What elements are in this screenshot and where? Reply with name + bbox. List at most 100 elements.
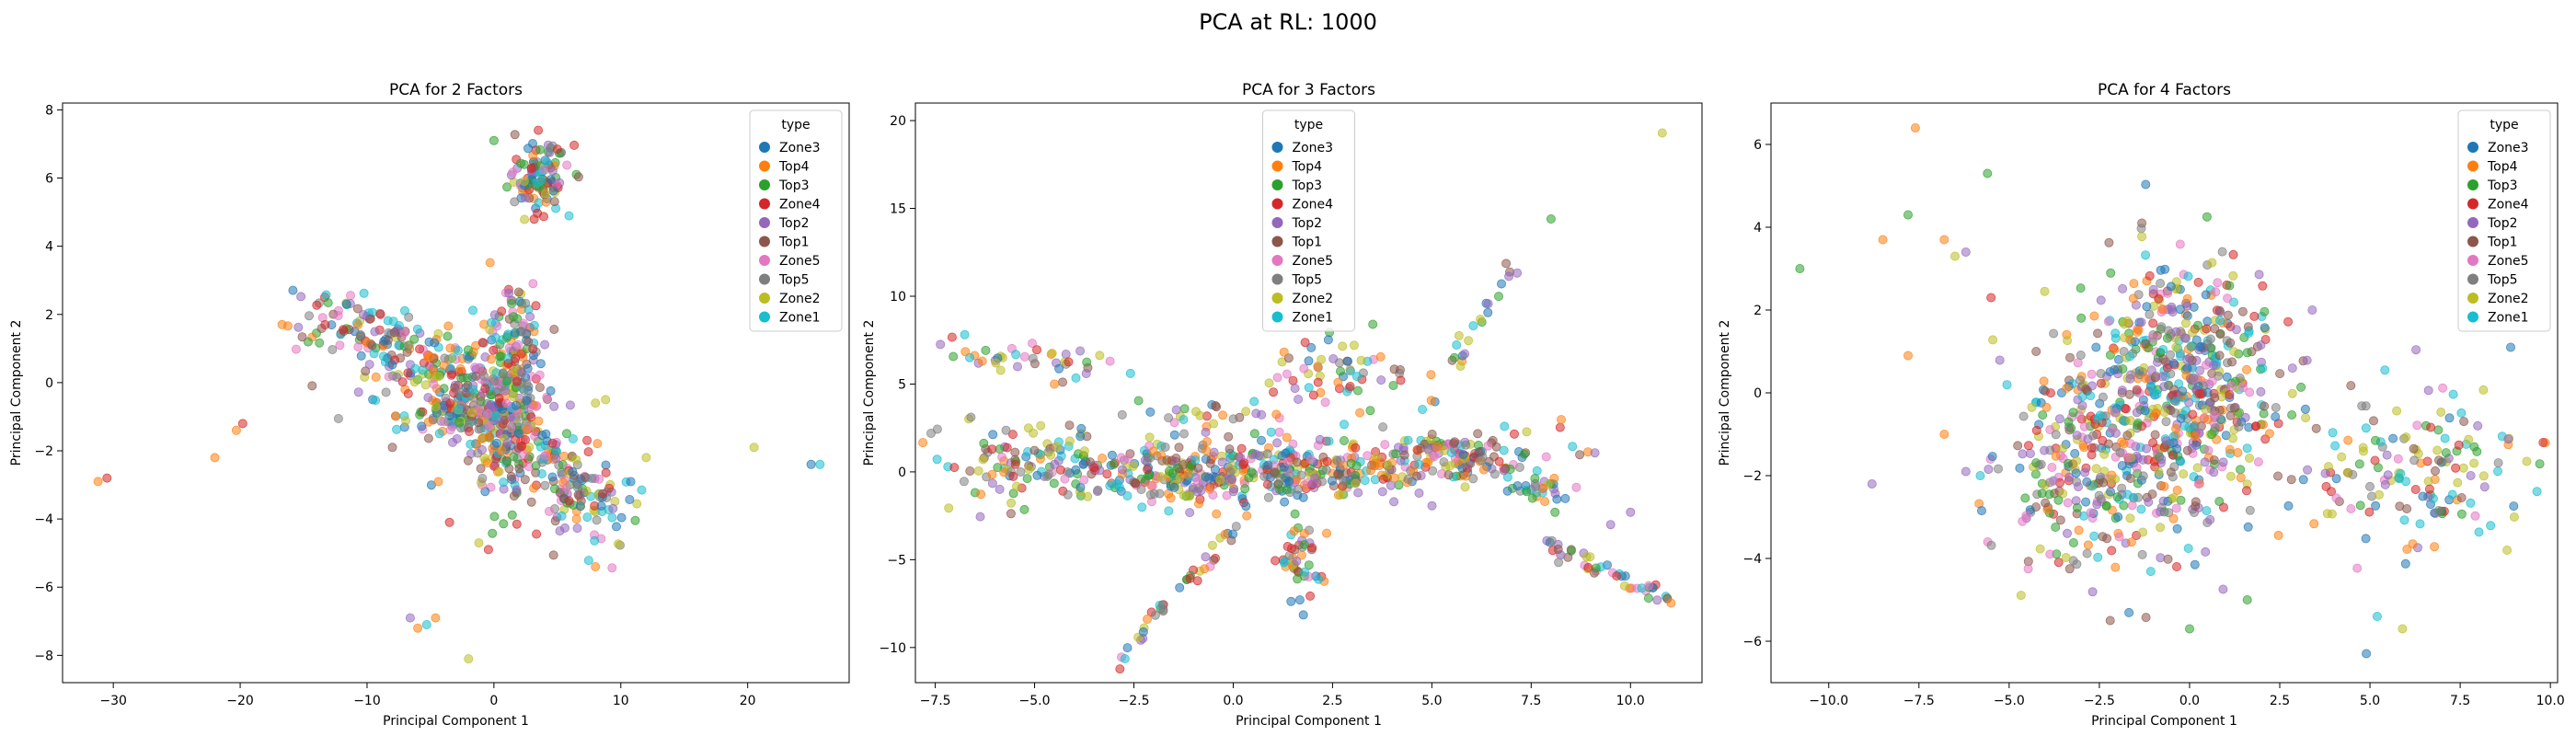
scatter-point [2141, 374, 2151, 384]
scatter-point [445, 398, 455, 408]
scatter-point [517, 367, 527, 377]
scatter-point [1657, 128, 1667, 138]
y-tick-label: 6 [1754, 138, 1762, 153]
scatter-point [2180, 318, 2191, 328]
scatter-point [2156, 523, 2166, 533]
scatter-point [932, 424, 942, 434]
scatter-point [2225, 389, 2235, 399]
scatter-point [1389, 473, 1399, 483]
scatter-point [1605, 520, 1616, 530]
legend-title: type [781, 118, 810, 132]
scatter-point [535, 383, 545, 393]
x-tick-label: −7.5 [920, 694, 951, 708]
scatter-point [511, 353, 521, 363]
scatter-point [513, 429, 523, 439]
scatter-point [2466, 471, 2476, 481]
scatter-point [1019, 351, 1029, 362]
scatter-point [1008, 471, 1018, 481]
x-tick-label: 5.0 [2360, 694, 2380, 708]
scatter-point [486, 354, 496, 364]
scatter-point [412, 324, 422, 334]
scatter-point [509, 452, 519, 462]
legend-box [2457, 109, 2551, 332]
scatter-point [1961, 247, 1971, 257]
scatter-point [2478, 471, 2489, 481]
legend-marker [2467, 311, 2478, 323]
scatter-point [966, 412, 976, 422]
scatter-point [1001, 425, 1011, 435]
scatter-point [2192, 320, 2202, 330]
scatter-point [2258, 363, 2268, 374]
scatter-point [2469, 442, 2479, 452]
scatter-point [976, 489, 986, 500]
scatter-point [537, 431, 547, 441]
scatter-point [2352, 563, 2363, 573]
scatter-point [2076, 313, 2087, 323]
scatter-point [387, 360, 397, 370]
scatter-point [1081, 368, 1091, 378]
scatter-point [1333, 469, 1343, 479]
scatter-point [1418, 404, 1428, 414]
scatter-points [1795, 122, 2550, 659]
scatter-point [2456, 493, 2467, 503]
scatter-point [479, 371, 489, 381]
legend-label: Zone5 [1293, 254, 1334, 269]
scatter-point [323, 297, 333, 307]
scatter-point [2139, 362, 2149, 373]
scatter-point [1321, 465, 1331, 475]
scatter-point [959, 477, 969, 487]
scatter-point [1986, 540, 1996, 550]
scatter-point [2374, 489, 2384, 500]
scatter-point [1238, 459, 1248, 469]
scatter-point [2392, 406, 2402, 416]
scatter-point [2093, 552, 2103, 562]
scatter-point [1426, 396, 1436, 406]
scatter-point [2211, 287, 2221, 297]
scatter-point [993, 463, 1003, 473]
scatter-point [413, 623, 423, 633]
scatter-point [2370, 435, 2380, 445]
scatter-point [2210, 324, 2220, 334]
scatter-point [312, 300, 322, 310]
scatter-point [1499, 466, 1509, 476]
scatter-point [2228, 270, 2238, 281]
scatter-point [1185, 508, 1195, 518]
scatter-point [1949, 251, 1960, 261]
scatter-point [2086, 391, 2096, 401]
scatter-point [2256, 340, 2266, 351]
scatter-point [1236, 443, 1247, 454]
scatter-point [2202, 324, 2212, 334]
scatter-point [1293, 574, 1303, 584]
scatter-point [1272, 373, 1282, 383]
scatter-point [341, 299, 351, 309]
scatter-point [1271, 409, 1282, 420]
scatter-point [494, 466, 504, 477]
scatter-point [1530, 474, 1540, 484]
scatter-point [2051, 430, 2061, 440]
scatter-point [464, 654, 474, 664]
scatter-point [1795, 263, 1805, 273]
scatter-point [2364, 507, 2375, 517]
legend-marker [2467, 293, 2478, 304]
scatter-point [2081, 497, 2091, 507]
scatter-point [364, 360, 374, 370]
scatter-point [1179, 460, 1189, 470]
scatter-point [2433, 506, 2444, 516]
scatter-point [592, 439, 603, 449]
scatter-point [999, 467, 1009, 477]
scatter-point [535, 370, 545, 380]
scatter-point [2188, 409, 2198, 420]
scatter-point [519, 176, 529, 186]
x-tick-label: 20 [740, 694, 756, 708]
scatter-point [1012, 481, 1022, 491]
scatter-point [2182, 354, 2192, 364]
scatter-point [1047, 348, 1057, 358]
scatter-point [1995, 355, 2005, 365]
y-tick-label: 15 [890, 202, 906, 217]
scatter-point [2296, 382, 2306, 392]
scatter-point [2466, 498, 2476, 508]
scatter-point [2156, 454, 2167, 465]
scatter-point [1454, 330, 1464, 340]
scatter-point [582, 435, 592, 445]
scatter-point [1241, 501, 1251, 512]
